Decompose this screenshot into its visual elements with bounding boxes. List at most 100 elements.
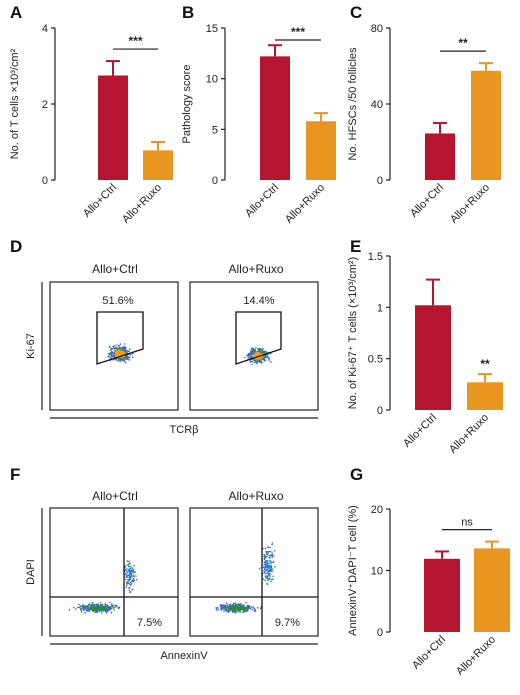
flow-event-dot [246, 608, 249, 610]
flow-panel-d: Allo+Ctrl Allo+Ruxo 51.6% 14.4% Ki-67 TC… [25, 262, 319, 436]
flow-event-dot [237, 605, 239, 607]
flow-f-plot-ctrl [49, 507, 179, 637]
chart-a-y-tick-label: 0 [42, 175, 48, 187]
flow-event-dot [269, 577, 271, 580]
flow-event-dot [128, 587, 130, 589]
flow-event-dot [235, 605, 238, 608]
panel-letter-c: C [350, 3, 362, 22]
flow-event-dot [225, 602, 228, 604]
flow-event-dot [223, 607, 225, 610]
flow-event-dot [127, 574, 130, 577]
flow-event-dot [119, 360, 122, 362]
chart-c: 0 40 80 No. HFSCs /50 follicles Allo+Ctrl All… [347, 23, 501, 226]
flow-event-dot [259, 349, 261, 352]
flow-event-dot [133, 564, 135, 567]
flow-event-dot [252, 347, 254, 350]
flow-event-dot [92, 605, 95, 607]
flow-event-dot [127, 568, 129, 570]
flow-event-dot [255, 351, 257, 354]
flow-event-dot [99, 602, 102, 604]
flow-event-dot [270, 578, 273, 581]
flow-event-dot [242, 611, 244, 614]
flow-event-dot [248, 357, 251, 359]
flow-event-dot [263, 566, 266, 569]
flow-event-dot [128, 359, 131, 361]
flow-event-dot [100, 603, 102, 606]
flow-event-dot [272, 578, 274, 580]
flow-event-dot [82, 605, 85, 608]
flow-event-dot [271, 554, 274, 557]
flow-event-dot [251, 347, 253, 349]
flow-event-dot [87, 607, 90, 609]
chart-c-y-tick-label: 40 [371, 99, 383, 111]
flow-event-dot [262, 578, 265, 580]
flow-event-dot [107, 355, 110, 357]
panel-letter-d: D [10, 237, 22, 256]
flow-event-dot [256, 361, 258, 364]
flow-event-dot [110, 347, 113, 350]
flow-event-dot [263, 570, 265, 572]
flow-event-dot [251, 363, 253, 366]
flow-event-dot [116, 349, 119, 351]
flow-d-gate-ctrl [96, 311, 144, 365]
flow-event-dot [128, 569, 131, 572]
flow-event-dot [267, 546, 270, 549]
flow-event-dot [267, 552, 269, 554]
flow-event-dot [114, 351, 116, 353]
flow-event-dot [215, 607, 218, 609]
flow-event-dot [248, 605, 251, 608]
flow-event-dot [267, 579, 269, 582]
flow-event-dot [129, 591, 131, 593]
flow-event-dot [238, 607, 241, 609]
flow-f-xlabel: AnnexinV [160, 650, 208, 662]
chart-a-ylabel: No. of T cells ×10³/cm² [9, 48, 21, 159]
chart-g-category-label: Allo+Ruxo [454, 634, 498, 678]
flow-event-dot [265, 551, 267, 553]
flow-f-gate-label-ctrl: 7.5% [137, 617, 162, 629]
flow-event-dot [129, 354, 132, 356]
chart-g-significance: ns [461, 517, 473, 529]
flow-event-dot [270, 554, 273, 556]
flow-event-dot [121, 352, 124, 355]
flow-event-dot [128, 574, 131, 577]
flow-d-plot-ctrl [49, 281, 179, 411]
flow-event-dot [80, 609, 82, 612]
flow-event-dot [238, 609, 241, 611]
chart-c-bar-ctrl [425, 133, 455, 180]
flow-event-dot [133, 575, 135, 578]
flow-event-dot [124, 572, 127, 575]
flow-event-dot [263, 358, 266, 361]
flow-event-dot [126, 564, 129, 566]
flow-event-dot [263, 553, 266, 556]
flow-event-dot [269, 546, 272, 549]
flow-event-dot [225, 604, 228, 607]
flow-event-dot [269, 560, 271, 562]
chart-e-y-tick-label: 1.5 [368, 251, 383, 263]
flow-event-dot [81, 607, 83, 610]
chart-g-category-label: Allo+Ctrl [410, 634, 448, 672]
flow-event-dot [96, 611, 98, 614]
flow-event-dot [103, 609, 106, 611]
flow-event-dot [251, 353, 253, 355]
flow-event-dot [258, 357, 261, 360]
flow-event-dot [258, 568, 261, 570]
chart-g-bar-ruxo [474, 548, 510, 632]
flow-event-dot [106, 612, 108, 614]
flow-event-dot [101, 609, 104, 612]
chart-b-y-tick-label: 0 [212, 175, 218, 187]
flow-event-dot [269, 550, 272, 553]
flow-f-plot-ruxo [189, 507, 319, 637]
chart-b-y-tick-label: 15 [206, 23, 218, 35]
flow-event-dot [126, 581, 128, 583]
flow-event-dot [269, 570, 272, 573]
flow-event-dot [265, 572, 267, 575]
flow-event-dot [86, 608, 88, 611]
flow-event-dot [235, 603, 237, 606]
flow-event-dot [128, 565, 130, 568]
flow-event-dot [120, 347, 122, 349]
flow-event-dot [128, 589, 131, 592]
flow-event-dot [96, 603, 98, 606]
chart-a-category-label: Allo+Ctrl [81, 182, 119, 220]
flow-event-dot [262, 351, 264, 354]
chart-e-bar-ruxo [467, 382, 503, 410]
